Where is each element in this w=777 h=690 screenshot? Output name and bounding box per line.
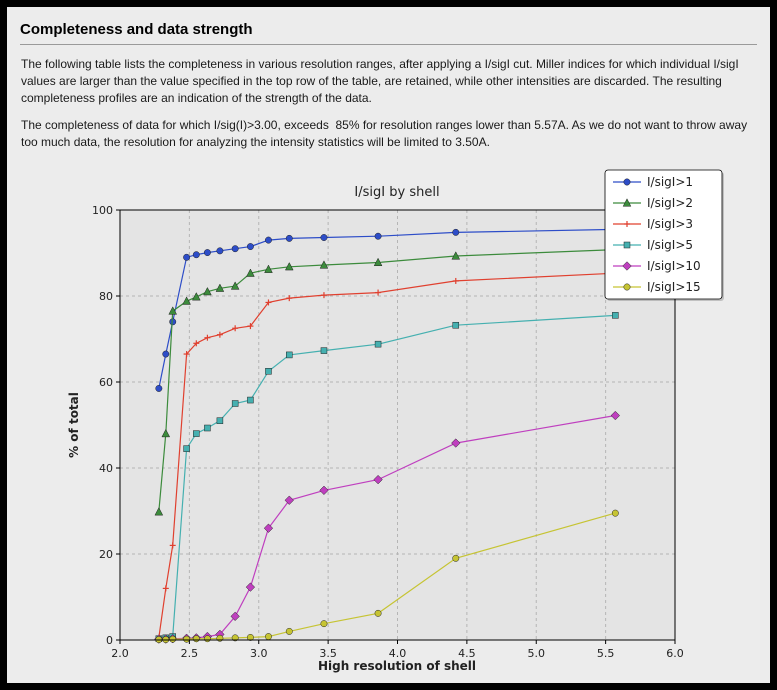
- marker-circle: [216, 634, 224, 642]
- marker-square: [452, 321, 460, 329]
- legend-label: I/sigI>1: [647, 175, 693, 189]
- marker-diamond: [284, 495, 294, 505]
- marker-triangle: [182, 296, 191, 305]
- marker-circle: [265, 236, 272, 244]
- legend-label: I/sigI>10: [647, 259, 701, 273]
- marker-circle: [231, 634, 239, 642]
- y-tick-label: 0: [106, 634, 113, 647]
- marker-diamond: [610, 410, 620, 421]
- x-tick-label: 4.0: [389, 647, 407, 660]
- marker-diamond: [373, 474, 383, 485]
- marker-circle: [246, 243, 254, 251]
- x-tick-label: 2.0: [111, 647, 129, 660]
- marker-diamond: [245, 582, 256, 592]
- x-tick-label: 3.5: [319, 647, 337, 660]
- marker-triangle: [154, 507, 164, 516]
- marker-circle: [374, 232, 382, 240]
- marker-circle: [452, 228, 460, 236]
- y-axis-label: % of total: [67, 392, 81, 458]
- intro-paragraph: The following table lists the completene…: [21, 57, 743, 105]
- completeness-chart: I/sigI by shell High resolution of shell…: [67, 169, 724, 673]
- marker-circle: [623, 283, 631, 291]
- marker-circle: [374, 609, 382, 617]
- y-tick-label: 20: [99, 548, 113, 561]
- summary-paragraph: The completeness of data for which I/sig…: [21, 118, 751, 150]
- marker-triangle: [161, 428, 171, 438]
- x-tick-label: 5.5: [597, 647, 615, 660]
- marker-triangle: [319, 260, 329, 269]
- marker-square: [623, 241, 631, 249]
- marker-triangle: [215, 283, 225, 292]
- x-tick-label: 2.5: [181, 647, 199, 660]
- legend-label: I/sigI>5: [647, 238, 693, 252]
- marker-square: [612, 312, 619, 319]
- marker-circle: [216, 247, 224, 255]
- marker-circle: [452, 554, 460, 562]
- marker-circle: [183, 253, 191, 261]
- page-title: Completeness and data strength: [20, 21, 253, 38]
- marker-circle: [231, 245, 239, 253]
- title-divider: [20, 44, 757, 45]
- marker-square: [193, 430, 200, 437]
- marker-triangle: [373, 257, 383, 267]
- marker-square: [183, 445, 190, 452]
- marker-square: [231, 400, 239, 407]
- report-page: Completeness and data strength The follo…: [7, 7, 770, 683]
- marker-triangle: [246, 268, 255, 277]
- marker-square: [320, 347, 328, 354]
- marker-diamond: [263, 523, 274, 533]
- x-axis-label: High resolution of shell: [318, 659, 476, 673]
- legend-box: [604, 169, 723, 300]
- marker-circle: [285, 234, 293, 242]
- chart-title: I/sigI by shell: [354, 185, 439, 200]
- marker-triangle: [451, 251, 461, 260]
- legend-label: I/sigI>2: [647, 196, 693, 210]
- marker-triangle: [230, 281, 240, 290]
- legend-label: I/sigI>15: [647, 280, 701, 294]
- marker-square: [286, 351, 293, 359]
- marker-diamond: [319, 485, 329, 496]
- marker-circle: [203, 249, 211, 257]
- marker-square: [204, 424, 211, 432]
- marker-square: [247, 396, 254, 404]
- marker-triangle: [264, 264, 273, 273]
- marker-triangle: [284, 262, 294, 271]
- marker-circle: [246, 633, 254, 641]
- marker-diamond: [451, 438, 461, 448]
- y-tick-label: 80: [99, 290, 113, 303]
- marker-circle: [320, 234, 328, 241]
- marker-triangle: [192, 292, 201, 301]
- marker-circle: [320, 620, 328, 628]
- marker-square: [265, 368, 272, 375]
- marker-triangle: [622, 198, 632, 207]
- x-tick-label: 4.5: [458, 647, 476, 660]
- marker-circle: [611, 509, 619, 517]
- marker-circle: [623, 178, 631, 186]
- legend-label: I/sigI>3: [647, 217, 693, 231]
- marker-circle: [203, 635, 211, 643]
- marker-triangle: [168, 306, 178, 315]
- marker-circle: [192, 635, 200, 643]
- marker-circle: [183, 635, 191, 643]
- x-tick-label: 3.0: [250, 647, 268, 660]
- marker-circle: [265, 633, 272, 641]
- x-tick-label: 5.0: [528, 647, 546, 660]
- marker-triangle: [203, 286, 212, 296]
- y-tick-label: 100: [92, 204, 113, 217]
- marker-circle: [162, 350, 170, 358]
- marker-circle: [192, 251, 200, 259]
- marker-circle: [169, 635, 177, 643]
- x-tick-label: 6.0: [666, 647, 684, 660]
- marker-square: [374, 340, 382, 348]
- marker-diamond: [230, 611, 240, 622]
- marker-square: [216, 417, 224, 424]
- y-tick-label: 60: [99, 376, 113, 389]
- y-tick-label: 40: [99, 462, 113, 475]
- marker-diamond: [622, 261, 632, 271]
- marker-circle: [285, 627, 293, 635]
- marker-circle: [155, 385, 163, 392]
